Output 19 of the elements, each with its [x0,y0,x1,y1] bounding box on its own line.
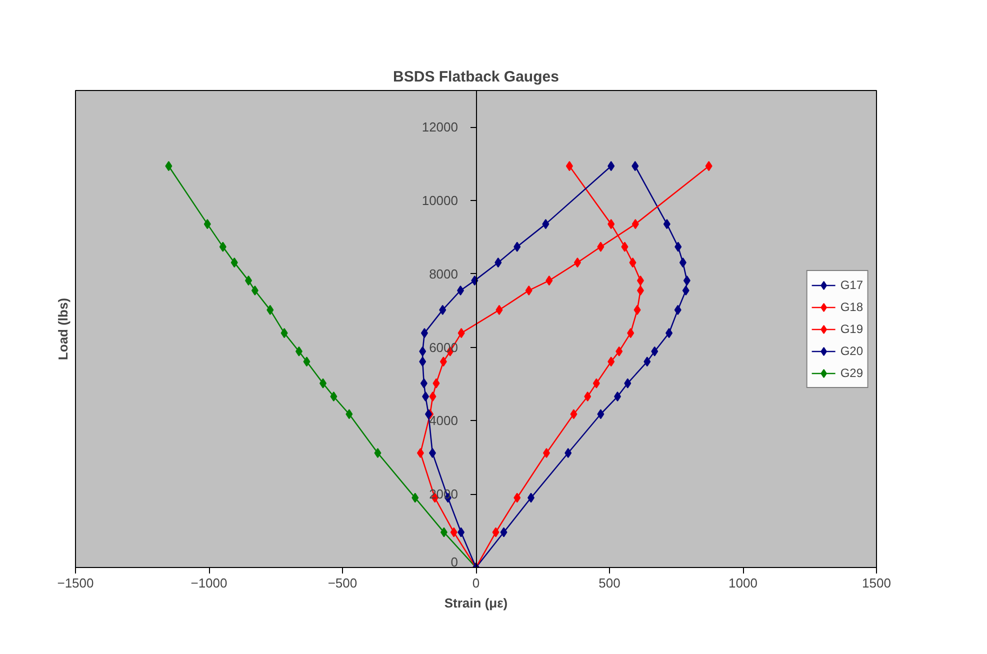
x-tick-label: −1500 [57,576,94,590]
legend-label: G18 [840,300,863,314]
y-tick-label: 10000 [422,193,458,208]
legend-label: G20 [840,344,863,358]
x-axis-title: Strain (με) [444,596,508,610]
x-tick-label: 1000 [728,576,758,590]
x-tick-label: −1000 [190,576,228,590]
x-tick-label: 500 [598,576,620,590]
legend-label: G17 [840,278,863,292]
chart-title: BSDS Flatback Gauges [393,68,559,86]
y-tick-label: 8000 [429,266,458,282]
x-tick-label: 1500 [862,576,891,590]
y-axis-title: Load (lbs) [56,298,70,360]
y-tick-label: 0 [450,554,458,570]
y-tick-label: 12000 [422,120,458,135]
legend-label: G29 [840,366,863,380]
x-tick-label: −500 [328,576,358,590]
legend-label: G19 [840,322,863,336]
x-tick-label: 0 [472,576,480,590]
